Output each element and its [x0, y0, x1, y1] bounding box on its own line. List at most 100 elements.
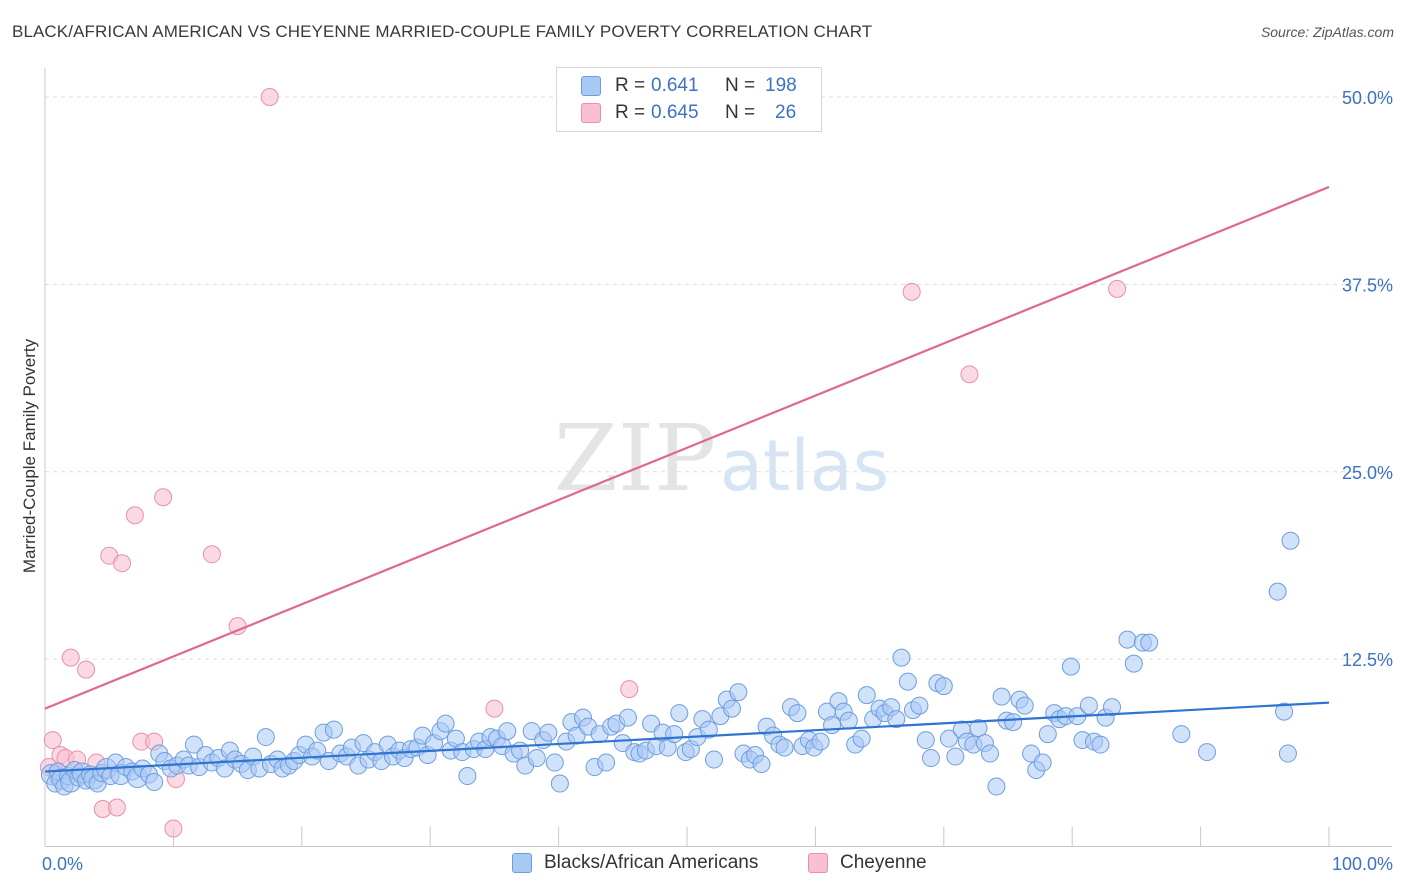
cheyenne-point: [43, 731, 62, 750]
y-tick-label: 50.0%: [1342, 88, 1393, 108]
black-point: [1278, 744, 1297, 763]
black-point: [545, 753, 564, 772]
stats-legend: R = 0.641 N = 198 R = 0.645 N = 26: [556, 67, 822, 132]
black-point: [539, 723, 558, 742]
watermark-atlas: atlas: [720, 425, 889, 507]
black-points: [40, 531, 1300, 796]
black-point: [722, 699, 741, 718]
black-point: [788, 704, 807, 723]
y-tick-label: 12.5%: [1342, 650, 1393, 670]
black-point: [969, 719, 988, 738]
cheyenne-point: [113, 554, 132, 573]
series-swatch-cheyenne: [808, 853, 828, 873]
legend-n-label: N =: [725, 102, 756, 123]
black-point: [324, 720, 343, 739]
cheyenne-point: [260, 88, 279, 106]
legend-swatch-black: [581, 76, 601, 96]
cheyenne-trend-line: [44, 185, 1330, 710]
legend-row-cheyenne: R = 0.645 N = 26: [581, 101, 796, 125]
series-label-cheyenne: Cheyenne: [840, 852, 927, 873]
black-point: [550, 774, 569, 793]
black-point: [1140, 633, 1159, 652]
chart-title: BLACK/AFRICAN AMERICAN VS CHEYENNE MARRI…: [12, 22, 873, 41]
black-point: [699, 720, 718, 739]
black-point: [775, 738, 794, 757]
black-point: [704, 750, 723, 769]
black-point: [839, 711, 858, 730]
black-point: [1015, 696, 1034, 715]
grid-lines: [45, 96, 1392, 660]
series-label-black: Blacks/African Americans: [544, 852, 759, 873]
cheyenne-point: [902, 282, 921, 301]
axes: [44, 68, 1392, 847]
series-legend: Blacks/African Americans Cheyenne: [0, 852, 1406, 876]
black-point: [811, 732, 830, 751]
black-point: [1198, 743, 1217, 762]
black-point: [729, 683, 748, 702]
cheyenne-point: [125, 506, 144, 525]
black-trend-line: [44, 701, 1330, 773]
legend-n-value-black: 198: [765, 75, 797, 96]
black-point: [921, 749, 940, 768]
black-point: [823, 716, 842, 735]
y-axis-label: Married-Couple Family Poverty: [20, 338, 39, 574]
black-point: [527, 749, 546, 768]
cheyenne-point: [154, 488, 173, 507]
black-point: [597, 753, 616, 772]
black-point: [618, 708, 637, 727]
watermark: ZIP atlas: [554, 405, 889, 512]
black-point: [1079, 696, 1098, 715]
black-point: [1172, 725, 1191, 744]
black-point: [1281, 531, 1300, 550]
cheyenne-point: [620, 680, 639, 699]
black-point: [1275, 702, 1294, 721]
black-point: [1118, 630, 1137, 649]
black-point: [934, 677, 953, 696]
legend-r-label: R =: [615, 102, 646, 123]
black-point: [910, 696, 929, 715]
series-legend-cheyenne[interactable]: Cheyenne: [808, 852, 927, 874]
black-point: [939, 729, 958, 748]
legend-r-value-black: 0.641: [651, 75, 699, 96]
black-point: [1033, 753, 1052, 772]
cheyenne-point: [960, 365, 979, 384]
series-swatch-black: [512, 853, 532, 873]
x-tick-label-min: 0.0%: [42, 854, 83, 874]
legend-swatch-cheyenne: [581, 103, 601, 123]
black-point: [852, 729, 871, 748]
watermark-zip: ZIP: [554, 405, 716, 512]
trend-lines: [44, 185, 1330, 773]
black-point: [1004, 713, 1023, 732]
black-point: [458, 767, 477, 786]
black-point: [498, 722, 517, 741]
legend-n-value-cheyenne: 26: [775, 102, 797, 123]
black-point: [992, 687, 1011, 706]
black-point: [898, 672, 917, 691]
black-point: [665, 725, 684, 744]
cheyenne-point: [1108, 279, 1127, 298]
cheyenne-point: [61, 648, 80, 667]
cheyenne-point: [202, 545, 221, 564]
y-tick-label: 37.5%: [1342, 275, 1393, 295]
source-label: Source: ZipAtlas.com: [1260, 24, 1394, 40]
black-point: [145, 773, 164, 792]
black-point: [1038, 725, 1057, 744]
black-point: [981, 744, 1000, 763]
black-point: [916, 731, 935, 750]
black-point: [857, 686, 876, 705]
legend-row-black: R = 0.641 N = 198: [581, 74, 797, 98]
cheyenne-point: [164, 819, 183, 838]
black-point: [184, 735, 203, 754]
black-point: [946, 747, 965, 766]
black-point: [308, 741, 327, 760]
cheyenne-point: [107, 798, 126, 817]
black-point: [752, 755, 771, 774]
legend-r-value-cheyenne: 0.645: [651, 102, 699, 123]
cheyenne-point: [77, 660, 96, 679]
black-point: [1124, 654, 1143, 673]
black-point: [256, 728, 275, 747]
legend-n-label: N =: [725, 75, 756, 96]
y-tick-label: 25.0%: [1342, 463, 1393, 483]
series-legend-black[interactable]: Blacks/African Americans: [512, 852, 758, 874]
